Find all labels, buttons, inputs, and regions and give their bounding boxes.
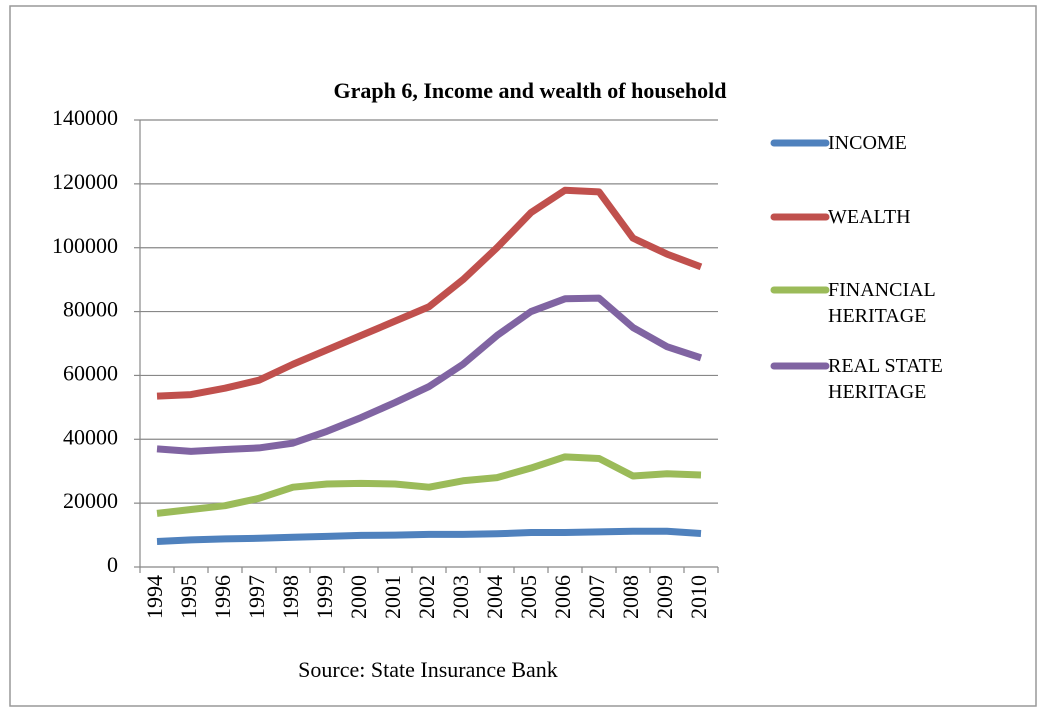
x-tick-label: 1999 [312,575,337,619]
series-line [156,527,702,545]
x-tick-label: 2006 [550,575,575,619]
y-tick-label: 140000 [52,105,118,130]
x-tick-label: 2007 [584,575,609,619]
x-axis-label: Source: State Insurance Bank [298,657,558,682]
y-tick-label: 20000 [63,488,118,513]
chart-border [9,5,1037,707]
x-tick-label: 2003 [448,575,473,619]
legend-label: WEALTH [828,206,911,228]
x-tick-label: 2008 [618,575,643,619]
y-tick-label: 60000 [63,360,118,385]
x-tick-label: 1997 [244,575,269,619]
x-tick-label: 2005 [516,575,541,619]
x-tick-label: 2002 [414,575,439,619]
legend-label: FINANCIAL HERITAGE [828,279,936,327]
legend-label: REAL STATE HERITAGE [828,355,943,403]
y-tick-label: 80000 [63,297,118,322]
y-tick-label: 0 [107,552,118,577]
x-tick-label: 1994 [142,575,167,619]
y-tick-label: 40000 [63,424,118,449]
series-line [156,186,703,400]
x-tick-label: 1995 [176,575,201,619]
x-tick-label: 2001 [380,575,405,619]
x-tick-label: 1996 [210,575,235,619]
y-tick-label: 120000 [52,169,118,194]
series-line [156,453,702,517]
x-tick-label: 2010 [686,575,711,619]
x-tick-label: 1998 [278,575,303,619]
x-tick-label: 2004 [482,575,507,619]
y-tick-label: 100000 [52,233,118,258]
legend-label: INCOME [828,132,907,154]
x-tick-label: 2009 [652,575,677,619]
series-line [156,294,703,455]
x-tick-label: 2000 [346,575,371,619]
chart-title: Graph 6, Income and wealth of household [333,78,726,103]
